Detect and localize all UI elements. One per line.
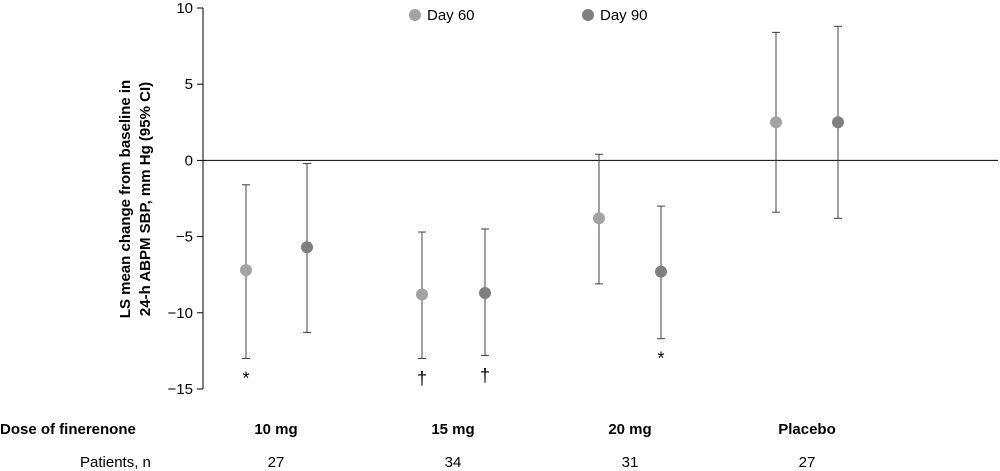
y-tick-label: 10 bbox=[176, 0, 193, 17]
dose-category-label: Placebo bbox=[778, 421, 836, 438]
patients-count: 31 bbox=[622, 454, 639, 471]
y-tick-label: 0 bbox=[185, 152, 193, 169]
dose-category-label: 20 mg bbox=[608, 421, 651, 438]
dose-row-label: Dose of finerenone bbox=[0, 421, 136, 438]
y-axis-title-line-2: 24-h ABPM SBP, mm Hg (95% CI) bbox=[137, 82, 154, 316]
dose-category-label: 15 mg bbox=[431, 421, 474, 438]
y-tick-label: −5 bbox=[176, 229, 193, 246]
series-marks: * † † * bbox=[240, 25, 844, 389]
legend-label: Day 90 bbox=[600, 7, 648, 24]
significance-marker: † bbox=[480, 365, 490, 385]
y-tick-label: 5 bbox=[185, 76, 193, 93]
dose-category-label: 10 mg bbox=[254, 421, 297, 438]
y-tick-label: −10 bbox=[168, 305, 193, 322]
patients-count: 27 bbox=[268, 454, 285, 471]
day-90-point bbox=[301, 241, 313, 254]
legend-marker bbox=[582, 9, 594, 21]
significance-marker: * bbox=[242, 369, 249, 389]
y-axis: 10 5 0 −5 −10 −15 bbox=[168, 0, 204, 398]
day-90-point bbox=[479, 286, 491, 299]
significance-marker: * bbox=[657, 349, 664, 369]
day-60-point bbox=[240, 264, 252, 277]
patients-count: 27 bbox=[799, 454, 816, 471]
significance-marker: † bbox=[417, 369, 427, 389]
legend-label: Day 60 bbox=[427, 7, 475, 24]
day-90-point bbox=[655, 265, 667, 278]
y-axis-title-line-1: LS mean change from baseline in bbox=[117, 80, 134, 318]
day-60-point bbox=[770, 116, 782, 129]
day-60-point bbox=[416, 288, 428, 301]
legend: Day 60 Day 90 bbox=[409, 7, 648, 24]
y-axis-title: LS mean change from baseline in 24-h ABPM… bbox=[117, 80, 154, 318]
y-tick-label: −15 bbox=[168, 381, 193, 398]
patients-row-label: Patients, n bbox=[80, 454, 151, 471]
day-60-point bbox=[593, 212, 605, 225]
day-90-point bbox=[832, 116, 844, 129]
legend-marker bbox=[409, 9, 421, 21]
patients-count: 34 bbox=[445, 454, 462, 471]
patient-table: Dose of finerenone Patients, n 10 mg 27 15 m… bbox=[0, 421, 836, 471]
